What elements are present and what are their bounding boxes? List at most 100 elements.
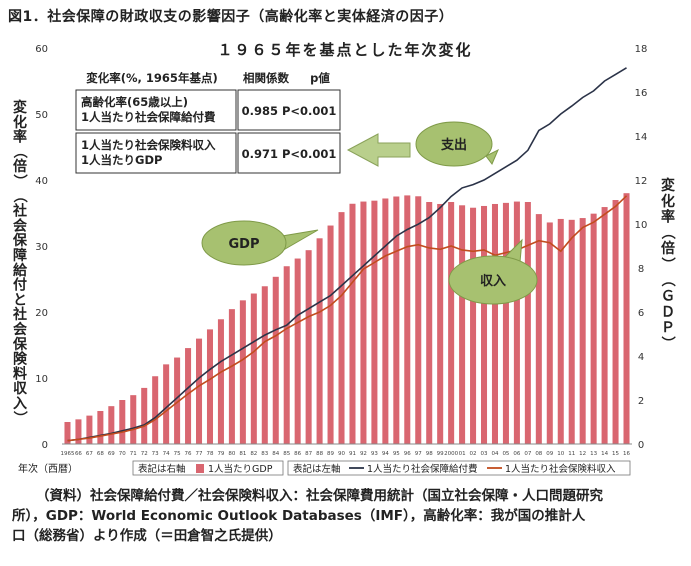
y-left-tick-label: 60 bbox=[35, 44, 48, 55]
svg-text:化: 化 bbox=[661, 193, 675, 210]
x-tick-label: 71 bbox=[130, 451, 137, 457]
gdp-bar bbox=[568, 219, 575, 444]
svg-text:Ｇ: Ｇ bbox=[661, 289, 675, 305]
gdp-bar bbox=[481, 205, 488, 444]
callout-tail bbox=[485, 148, 499, 165]
x-axis-label: 年次（西暦） bbox=[18, 462, 78, 475]
svg-text:Ｐ: Ｐ bbox=[661, 320, 675, 336]
gdp-bar bbox=[360, 201, 367, 444]
x-tick-label: 11 bbox=[568, 451, 575, 457]
gdp-bar bbox=[163, 364, 170, 444]
x-tick-label: 05 bbox=[502, 451, 509, 457]
y-right-tick-label: 10 bbox=[635, 220, 648, 231]
x-tick-label: 94 bbox=[382, 451, 389, 457]
gdp-bar bbox=[437, 203, 444, 444]
x-tick-label: 09 bbox=[546, 451, 553, 457]
svg-text:給: 給 bbox=[13, 262, 28, 279]
gdp-bar bbox=[64, 422, 71, 444]
svg-text:障: 障 bbox=[13, 247, 27, 264]
gdp-bar bbox=[250, 293, 257, 444]
x-tick-label: 69 bbox=[108, 451, 115, 457]
x-tick-label: 80 bbox=[228, 451, 235, 457]
x-tick-label: 98 bbox=[426, 451, 433, 457]
x-tick-label: 74 bbox=[163, 451, 170, 457]
callout-label: 支出 bbox=[440, 137, 467, 153]
svg-text:倍: 倍 bbox=[13, 158, 27, 175]
x-tick-label: 97 bbox=[415, 451, 422, 457]
source-line-1: （資料）社会保障給付費／社会保険料収入：社会保障費用統計（国立社会保障・人口問題… bbox=[36, 488, 603, 504]
figure-title: 図1．社会保障の財政収支の影響因子（高齢化率と実体経済の因子） bbox=[8, 9, 454, 25]
svg-text:）: ） bbox=[11, 174, 27, 188]
legend-box-lines bbox=[287, 460, 631, 476]
gdp-bar bbox=[612, 200, 619, 444]
x-tick-label: 66 bbox=[75, 451, 82, 457]
gdp-bar bbox=[130, 395, 137, 444]
svg-text:料: 料 bbox=[13, 365, 27, 382]
gdp-bar bbox=[459, 205, 466, 444]
x-tick-label: 08 bbox=[535, 451, 542, 457]
gdp-bar bbox=[217, 319, 224, 444]
callout-label: 収入 bbox=[480, 274, 506, 289]
y-right-tick-label: 12 bbox=[635, 176, 648, 187]
gdp-bar bbox=[623, 193, 630, 444]
gdp-bar bbox=[590, 213, 597, 444]
svg-text:会: 会 bbox=[13, 217, 28, 234]
gdp-bar bbox=[327, 225, 334, 444]
gdp-bar bbox=[196, 338, 203, 444]
legend-label-benefits: 1人当たり社会保障給付費 bbox=[367, 463, 478, 475]
table-cell-label bbox=[75, 89, 237, 131]
callout-bubble bbox=[448, 255, 538, 305]
x-tick-label: 67 bbox=[86, 451, 93, 457]
gdp-bar bbox=[470, 207, 477, 444]
annotations: 支出 GDP 収入 bbox=[201, 121, 538, 305]
legend-label-premium: 1人当たり社会保険料収入 bbox=[505, 463, 616, 475]
benefits-line bbox=[67, 67, 627, 442]
x-tick-label: 10 bbox=[557, 451, 564, 457]
table-cell-value bbox=[237, 89, 341, 131]
svg-text:保: 保 bbox=[12, 336, 28, 353]
table-label-line: 1人当たり社会保障給付費 bbox=[81, 110, 216, 124]
gdp-bar bbox=[97, 411, 104, 444]
y-right-tick-label: 4 bbox=[638, 352, 644, 363]
x-tick-label: 16 bbox=[623, 451, 630, 457]
y-right-axis-title: 変化率（倍）（ＧＤＰ） bbox=[659, 177, 675, 350]
gdp-bar bbox=[119, 400, 126, 444]
x-tick-label: 01 bbox=[459, 451, 466, 457]
table-label-line: 1人当たり社会保険料収入 bbox=[81, 138, 216, 152]
x-tick-label: 68 bbox=[97, 451, 104, 457]
y-right-tick-label: 2 bbox=[638, 396, 644, 407]
x-tick-label: 75 bbox=[174, 451, 181, 457]
table-value: 0.971 P<0.001 bbox=[242, 147, 337, 161]
gdp-bar bbox=[513, 201, 520, 444]
x-tick-label: 72 bbox=[141, 451, 148, 457]
x-tick-label: 14 bbox=[601, 451, 608, 457]
gdp-bar bbox=[108, 406, 115, 444]
x-tick-label: 2000 bbox=[444, 451, 458, 457]
x-tick-label: 12 bbox=[579, 451, 586, 457]
x-tick-label: 91 bbox=[349, 451, 356, 457]
x-tick-label: 03 bbox=[481, 451, 488, 457]
gdp-bar bbox=[338, 212, 345, 444]
premium-line bbox=[67, 195, 628, 442]
gdp-bar bbox=[294, 258, 301, 444]
x-tick-label: 04 bbox=[491, 451, 498, 457]
table-label-line: 1人当たりGDP bbox=[81, 153, 162, 167]
x-tick-label: 84 bbox=[272, 451, 279, 457]
table-header-1: 変化率(%, 1965年基点) bbox=[86, 71, 217, 85]
x-tick-label: 85 bbox=[283, 451, 290, 457]
legend-label-gdp: 1人当たりGDP bbox=[208, 463, 273, 475]
svg-text:変: 変 bbox=[13, 99, 27, 116]
gdp-bar bbox=[283, 266, 290, 444]
gdp-bar bbox=[141, 387, 148, 444]
y-left-tick-label: 40 bbox=[35, 176, 48, 187]
svg-text:）: ） bbox=[659, 257, 675, 271]
svg-text:と: と bbox=[13, 292, 27, 308]
table-cell-value bbox=[237, 132, 341, 174]
gdp-bar bbox=[535, 214, 542, 444]
y-left-tick-label: 10 bbox=[35, 374, 48, 385]
gdp-bar bbox=[393, 196, 400, 444]
svg-text:化: 化 bbox=[13, 114, 27, 131]
x-tick-label: 83 bbox=[261, 451, 268, 457]
gdp-bar bbox=[524, 202, 531, 444]
svg-text:保: 保 bbox=[12, 232, 28, 249]
